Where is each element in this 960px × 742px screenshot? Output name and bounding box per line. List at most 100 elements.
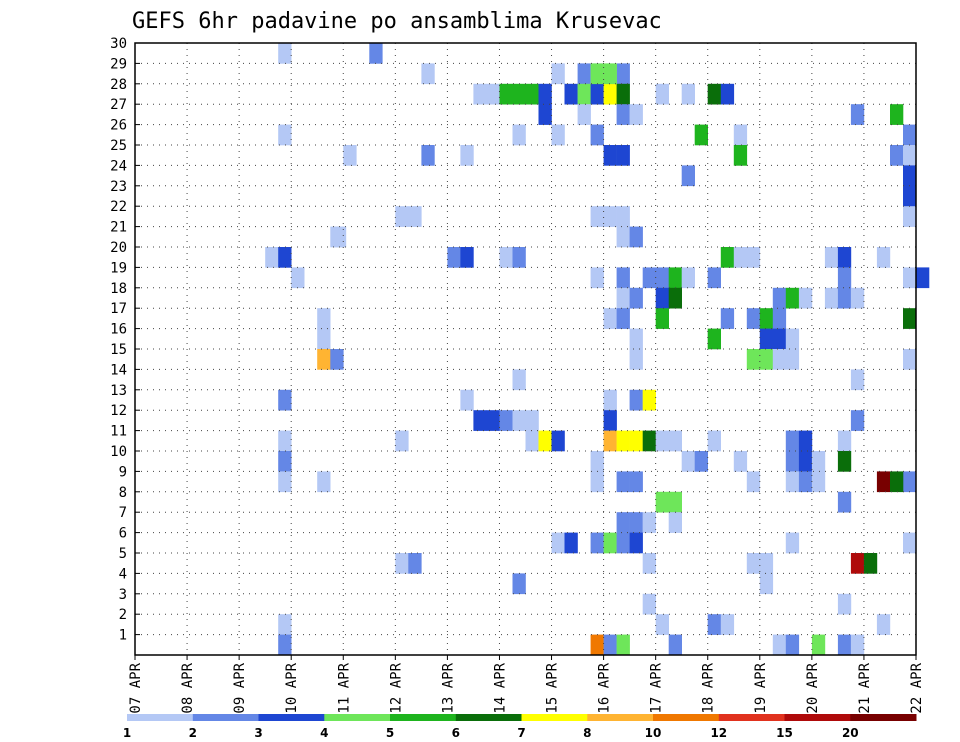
y-tick-label: 6 (119, 526, 127, 542)
heatmap-cell (278, 247, 292, 268)
heatmap-cell (837, 287, 852, 309)
colorbar-segment (784, 714, 851, 721)
heatmap-cell (603, 389, 617, 411)
heatmap-cell (681, 165, 695, 187)
heatmap-cell (798, 430, 813, 452)
heatmap-cell (603, 206, 617, 227)
heatmap-cell (616, 83, 630, 105)
heatmap-cell (590, 63, 604, 85)
grid-lines (135, 43, 916, 655)
heatmap-cell (460, 145, 474, 166)
heatmap-cell (772, 287, 787, 309)
y-tick-label: 20 (110, 240, 127, 256)
y-tick-label: 29 (110, 56, 127, 72)
y-tick-label: 18 (110, 281, 127, 297)
heatmap-cell (850, 634, 865, 656)
heatmap-cell (616, 512, 630, 533)
heatmap-cell (837, 451, 852, 472)
colorbar-tick-label: 5 (386, 726, 394, 740)
heatmap-cell (603, 83, 617, 105)
heatmap-cell (473, 83, 487, 105)
heatmap-cell (395, 206, 409, 227)
heatmap-cell (642, 553, 656, 574)
colorbar-segment (258, 714, 325, 721)
colorbar-segment (455, 714, 522, 721)
heatmap-cell (265, 247, 279, 268)
heatmap-cell (811, 634, 826, 656)
heatmap-cell (785, 328, 800, 350)
colorbar-tick-label: 10 (645, 726, 662, 740)
heatmap-cell (577, 83, 591, 105)
x-axis-ticks: 07 APR 08 APR 09 APR 10 APR 11 APR 12 APR 13 A… (128, 655, 925, 714)
heatmap-cell (837, 430, 852, 452)
x-tick-label: 19 APR (753, 662, 769, 713)
heatmap-cell (512, 247, 526, 268)
heatmap-cell (772, 349, 787, 370)
heatmap-cell (629, 328, 643, 350)
heatmap-cell (616, 104, 630, 125)
heatmap-cell (551, 124, 565, 146)
heatmap-cell (499, 410, 513, 431)
heatmap-cell (590, 267, 604, 289)
heatmap-cell (551, 532, 565, 554)
colorbar-segment (587, 714, 654, 721)
heatmap-cell (655, 267, 669, 289)
heatmap-cell (332, 226, 347, 248)
heatmap-cell (564, 532, 578, 554)
x-tick-label: 18 APR (701, 662, 717, 713)
heatmap-cell (694, 124, 708, 146)
heatmap-cell (903, 308, 917, 329)
heatmap-cell (890, 104, 904, 125)
heatmap-cell (603, 634, 617, 656)
heatmap-cell (668, 267, 682, 289)
y-tick-label: 19 (110, 260, 127, 276)
heatmap-cell (642, 593, 656, 615)
y-tick-label: 22 (110, 199, 127, 215)
heatmap-cell (681, 451, 695, 472)
heatmap-cell (655, 614, 669, 635)
heatmap-cell (512, 369, 526, 391)
heatmap-cell (668, 634, 682, 656)
heatmap-cell (564, 83, 578, 105)
heatmap-cell (655, 430, 669, 452)
colorbar-tick-label: 3 (254, 726, 262, 740)
heatmap-cell (447, 247, 461, 268)
heatmap-cell (278, 430, 292, 452)
heatmap-cell (590, 634, 604, 656)
x-tick-label: 16 APR (597, 662, 613, 713)
heatmap-cell (850, 287, 865, 309)
heatmap-cell (850, 369, 865, 391)
y-tick-label: 1 (119, 628, 127, 644)
heatmap-cell (837, 267, 852, 289)
heatmap-cell (616, 634, 630, 656)
heatmap-cell (590, 83, 604, 105)
heatmap-cell (551, 430, 565, 452)
x-tick-label: 08 APR (180, 662, 196, 713)
heatmap-cell (278, 471, 292, 493)
colorbar-segment (127, 714, 194, 721)
heatmap-cell (655, 491, 669, 513)
heatmap-cell (655, 308, 669, 329)
colorbar: 1 2 3 4 5 6 7 8 10 12 15 20 (123, 714, 917, 740)
heatmap-cell (720, 308, 735, 329)
colorbar-segment (390, 714, 457, 721)
y-tick-label: 2 (119, 607, 127, 623)
y-tick-label: 27 (110, 97, 127, 113)
colorbar-tick-label: 12 (710, 726, 727, 740)
heatmap-cell (903, 145, 917, 166)
heatmap-cell (577, 104, 591, 125)
heatmap-cell (759, 349, 774, 370)
heatmap-cell (837, 247, 852, 268)
heatmap-cell (551, 63, 565, 85)
heatmap-cell (785, 471, 800, 493)
heatmap-cell (317, 308, 331, 329)
heatmap-cell (590, 451, 604, 472)
heatmap-cell (538, 430, 552, 452)
y-tick-label: 12 (110, 403, 127, 419)
heatmap-cell (421, 63, 435, 85)
heatmap-cell (772, 328, 787, 350)
heatmap-cell (903, 206, 917, 227)
heatmap-cell (616, 287, 630, 309)
y-tick-label: 23 (110, 179, 127, 195)
